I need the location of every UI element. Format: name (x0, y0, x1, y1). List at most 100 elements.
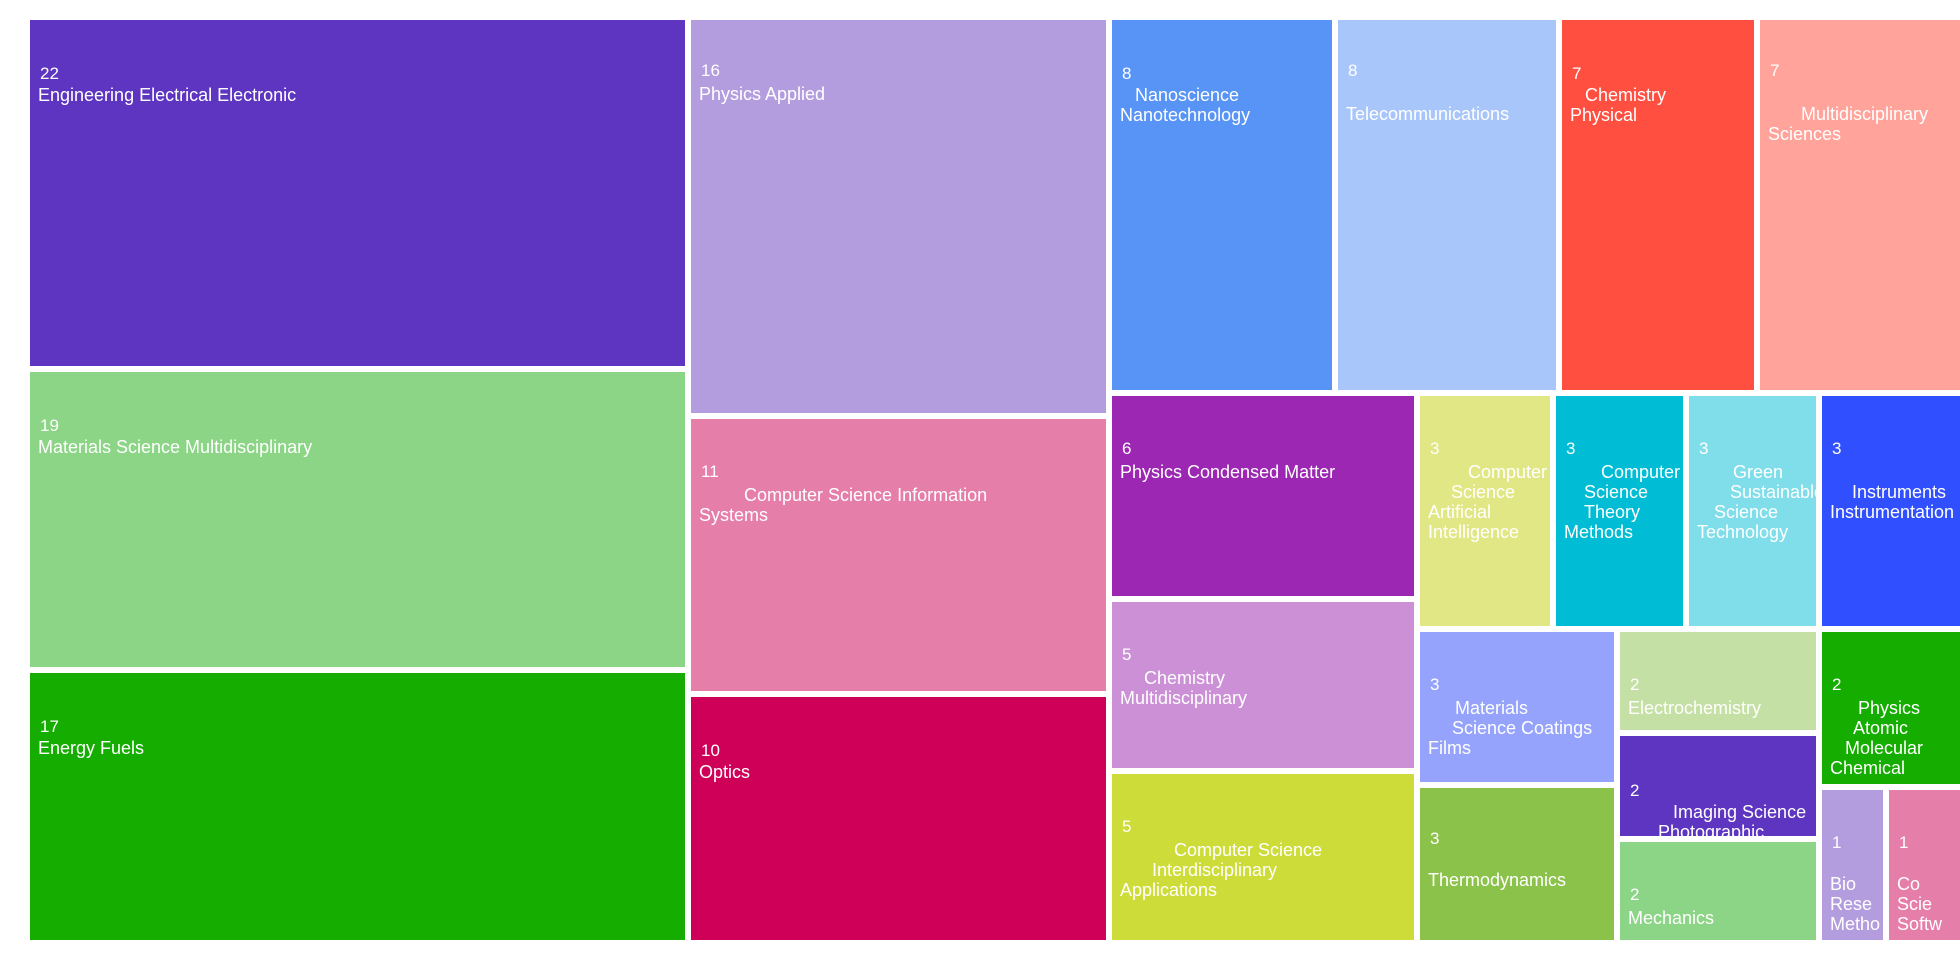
treemap-label-line: Physical (1570, 105, 1637, 125)
treemap-value: 1 (1899, 833, 1908, 852)
treemap-label-line: Sciences (1768, 124, 1841, 144)
treemap-rect-chemistry-multidisciplinary[interactable] (1112, 602, 1414, 768)
treemap-label-line: Methods (1564, 522, 1633, 542)
treemap-label-line: Computer Science (1174, 840, 1322, 860)
treemap-cell-physics-condensed-matter[interactable]: 6 Physics Condensed Matter (1112, 396, 1414, 596)
treemap-rect-computer-science-information-systems[interactable] (691, 419, 1106, 691)
treemap-value: 1 (1832, 833, 1841, 852)
treemap-value: 7 (1770, 61, 1779, 80)
treemap-cell-energy-fuels[interactable]: 17 Energy Fuels (30, 673, 685, 940)
treemap-cell-telecommunications[interactable]: 8 Telecommunications (1338, 20, 1556, 390)
treemap-rect-chemistry-physical[interactable] (1562, 20, 1754, 390)
treemap-label-line: Photographic (1658, 822, 1764, 842)
treemap-label-line: Materials Science Multidisciplinary (38, 437, 312, 457)
treemap-value: 10 (701, 741, 720, 760)
treemap-label-line: Softw (1897, 914, 1943, 934)
treemap-value: 2 (1630, 885, 1639, 904)
treemap-label-line: Applications (1120, 880, 1217, 900)
treemap-cell-physics-applied[interactable]: 16 Physics Applied (691, 20, 1106, 413)
treemap-value: 3 (1430, 439, 1439, 458)
treemap-cell-computer-science-interdisciplinary-applications[interactable]: 5 Computer ScienceInterdisciplinaryApplic… (1112, 774, 1414, 940)
treemap-label-line: Energy Fuels (38, 738, 144, 758)
treemap-rect-engineering-electrical-electronic[interactable] (30, 20, 685, 366)
treemap-rect-telecommunications[interactable] (1338, 20, 1556, 390)
treemap-value: 19 (40, 416, 59, 435)
treemap-cell-optics[interactable]: 10 Optics (691, 697, 1106, 940)
treemap-label-line: Technology (1697, 522, 1788, 542)
treemap-label-line: Interdisciplinary (1152, 860, 1277, 880)
treemap-value: 5 (1122, 645, 1131, 664)
treemap-rect-materials-science-coatings-films[interactable] (1420, 632, 1614, 782)
treemap-label-line: Scie (1897, 894, 1932, 914)
treemap-value: 11 (701, 462, 719, 481)
treemap-label-line: Multidisciplinary (1801, 104, 1928, 124)
treemap-value: 2 (1630, 781, 1639, 800)
treemap-rect-computer-science-artificial-intelligence[interactable] (1420, 396, 1550, 626)
treemap-rect-thermodynamics[interactable] (1420, 788, 1614, 940)
treemap-rect-electrochemistry[interactable] (1620, 632, 1816, 730)
treemap-label-line: Computer (1601, 462, 1680, 482)
treemap-rect-mechanics[interactable] (1620, 842, 1816, 940)
treemap-rect-physics-applied[interactable] (691, 20, 1106, 413)
treemap-rect-imaging-science-photographic[interactable] (1620, 736, 1816, 836)
treemap-label-line: Computer Science Information (744, 485, 987, 505)
treemap-rect-multidisciplinary-sciences[interactable] (1760, 20, 1960, 390)
treemap-label-line: Nanotechnology (1120, 105, 1250, 125)
treemap-label-line: Imaging Science (1673, 802, 1806, 822)
treemap-label-line: Computer (1468, 462, 1547, 482)
treemap-cell-materials-science-multidisciplinary[interactable]: 19 Materials Science Multidisciplinary (30, 372, 685, 667)
treemap-rect-physics-condensed-matter[interactable] (1112, 396, 1414, 596)
treemap-rect-instruments-instrumentation[interactable] (1822, 396, 1960, 626)
treemap-label-line: Nanoscience (1135, 85, 1239, 105)
treemap-value: 2 (1832, 675, 1841, 694)
treemap-rect-optics[interactable] (691, 697, 1106, 940)
treemap-label-line: Artificial (1428, 502, 1491, 522)
treemap-label-line: Physics Applied (699, 84, 825, 104)
treemap-cell-electrochemistry[interactable]: 2 Electrochemistry (1620, 632, 1816, 730)
treemap-label-line: Chemistry (1144, 668, 1225, 688)
treemap-value: 7 (1572, 64, 1581, 83)
treemap-rect-computer-science-theory-methods[interactable] (1556, 396, 1683, 626)
treemap-label-line: Science (1714, 502, 1778, 522)
treemap-rect-biochemical-research-methods[interactable] (1822, 790, 1883, 940)
treemap-label-line: Metho (1830, 914, 1880, 934)
treemap-label-line: Films (1428, 738, 1471, 758)
treemap-rect-materials-science-multidisciplinary[interactable] (30, 372, 685, 667)
treemap-label-line: Chemical (1830, 758, 1905, 778)
treemap-cell-thermodynamics[interactable]: 3 Thermodynamics (1420, 788, 1614, 940)
treemap-rect-energy-fuels[interactable] (30, 673, 685, 940)
treemap-label-line: Chemistry (1585, 85, 1666, 105)
treemap-rect-nanoscience-nanotechnology[interactable] (1112, 20, 1332, 390)
treemap-cell-engineering-electrical-electronic[interactable]: 22 Engineering Electrical Electronic (30, 20, 685, 366)
treemap-label-line: Multidisciplinary (1120, 688, 1247, 708)
treemap-label-line: Sustainable (1730, 482, 1824, 502)
treemap-label-line: Optics (699, 762, 750, 782)
treemap-value: 5 (1122, 817, 1131, 836)
treemap-rect-physics-atomic-molecular-chemical[interactable] (1822, 632, 1960, 784)
treemap-label-line: Instrumentation (1830, 502, 1954, 522)
treemap-label-line: Telecommunications (1346, 104, 1509, 124)
treemap-rect-green-sustainable-science-technology[interactable] (1689, 396, 1816, 626)
treemap-value: 8 (1122, 64, 1131, 83)
treemap-value: 22 (40, 64, 59, 83)
treemap-cell-mechanics[interactable]: 2 Mechanics (1620, 842, 1816, 940)
treemap-label-line: Instruments (1852, 482, 1946, 502)
treemap-rect-computer-science-interdisciplinary-applications[interactable] (1112, 774, 1414, 940)
treemap-label-line: Co (1897, 874, 1920, 894)
treemap-rect-computer-science-software-engineering[interactable] (1889, 790, 1960, 940)
